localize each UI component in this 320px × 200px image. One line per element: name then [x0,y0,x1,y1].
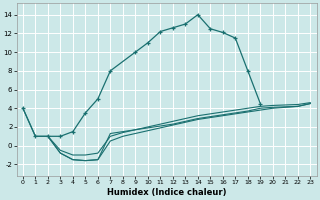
X-axis label: Humidex (Indice chaleur): Humidex (Indice chaleur) [107,188,226,197]
